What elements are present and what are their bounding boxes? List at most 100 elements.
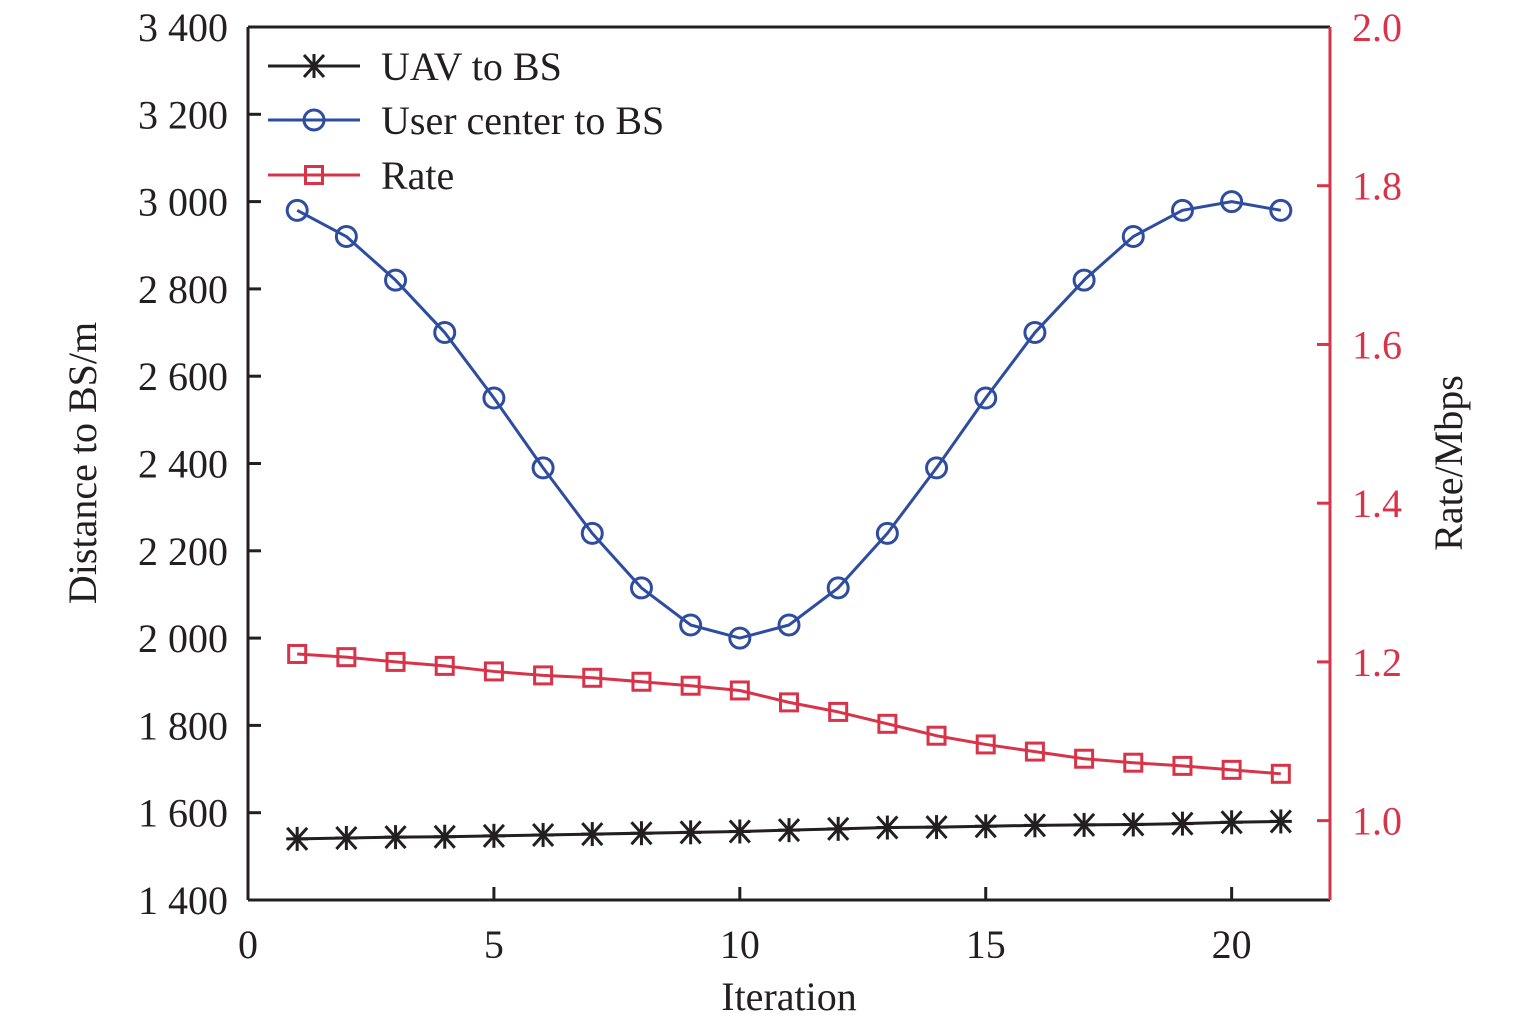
y2-tick-label: 1.0 [1352, 799, 1402, 844]
y-tick-label: 2 600 [138, 354, 228, 399]
data-point-asterisk [1122, 812, 1145, 837]
data-point-asterisk [777, 818, 801, 843]
y2-tick-label: 2.0 [1352, 5, 1402, 50]
series-uav-to-bs [286, 809, 1292, 851]
data-point-asterisk [679, 820, 702, 845]
series-user-center-to-bs [285, 190, 1293, 650]
data-point-square [1024, 741, 1045, 762]
data-point-asterisk [827, 816, 850, 841]
data-point-asterisk [1072, 812, 1096, 837]
y2-tick-label: 1.6 [1352, 322, 1402, 367]
data-point-circle [384, 268, 408, 292]
data-point-circle [777, 613, 801, 637]
y2-tick-label: 1.8 [1352, 164, 1402, 209]
y2-tick-label: 1.2 [1352, 640, 1402, 685]
legend-item: Rate [268, 153, 454, 198]
data-point-asterisk [482, 823, 506, 848]
data-point-square [926, 725, 947, 746]
data-point-square [336, 647, 357, 668]
data-point-circle [334, 225, 358, 249]
data-point-square [1270, 763, 1291, 784]
y-tick-label: 2 800 [138, 267, 228, 312]
y-tick-label: 1 400 [138, 878, 228, 923]
data-point-square [1074, 748, 1095, 769]
y2-tick-label: 1.4 [1352, 481, 1402, 526]
y-tick-label: 3 000 [138, 180, 228, 225]
data-point-square [533, 665, 554, 686]
data-point-circle [1220, 190, 1244, 214]
data-point-asterisk [1220, 810, 1243, 835]
data-point-circle [482, 386, 506, 410]
data-point-asterisk [1171, 811, 1194, 836]
data-point-circle [1121, 225, 1145, 249]
x-tick-label: 0 [238, 922, 258, 967]
legend-marker-circle [302, 108, 326, 132]
data-point-square [779, 692, 799, 713]
data-point-circle [1269, 198, 1293, 222]
legend-marker-asterisk [302, 53, 326, 79]
data-point-square [483, 661, 504, 682]
data-point-square [287, 643, 308, 664]
data-point-square [680, 675, 701, 696]
legend-marker-square [304, 165, 324, 185]
data-point-asterisk [630, 821, 653, 846]
x-tick-label: 5 [484, 922, 504, 967]
data-point-square [729, 680, 750, 701]
y-tick-label: 2 200 [138, 529, 228, 574]
data-point-square [1123, 752, 1144, 773]
data-point-circle [580, 521, 604, 545]
data-point-circle [974, 386, 998, 410]
legend-label: User center to BS [381, 98, 664, 143]
legend-label: Rate [381, 153, 454, 198]
data-point-asterisk [1023, 813, 1047, 838]
data-point-asterisk [728, 819, 751, 844]
series-rate [287, 643, 1291, 784]
series-line [297, 652, 1281, 776]
data-point-square [828, 701, 849, 722]
data-point-asterisk [384, 825, 407, 850]
data-point-circle [629, 576, 653, 600]
data-point-square [975, 734, 996, 755]
data-point-circle [875, 521, 899, 545]
series-line [296, 200, 1282, 640]
data-point-asterisk [876, 815, 899, 840]
data-point-square [434, 655, 455, 676]
legend-item: UAV to BS [268, 44, 562, 89]
y-axis-title: Distance to BS/m [60, 322, 105, 604]
data-point-square [582, 667, 603, 688]
data-point-asterisk [433, 824, 456, 849]
legend: UAV to BS User center to BS Rate [268, 44, 664, 198]
data-point-square [1221, 759, 1242, 780]
data-point-circle [679, 613, 703, 637]
data-point-asterisk [925, 815, 948, 840]
data-point-circle [433, 321, 457, 345]
legend-label: UAV to BS [381, 44, 562, 89]
y-tick-label: 2 000 [138, 616, 228, 661]
y-tick-label: 1 800 [138, 703, 228, 748]
x-tick-label: 20 [1212, 922, 1252, 967]
data-point-asterisk [286, 826, 309, 851]
y-tick-label: 3 400 [138, 5, 228, 50]
data-point-square [877, 713, 898, 734]
y-tick-label: 1 600 [138, 791, 228, 836]
data-point-asterisk [581, 822, 604, 847]
data-point-asterisk [335, 826, 358, 851]
data-point-asterisk [974, 814, 997, 839]
y-tick-label: 2 400 [138, 442, 228, 487]
series-layer [285, 190, 1293, 851]
data-point-asterisk [1269, 809, 1292, 834]
y2-axis-title: Rate/Mbps [1426, 375, 1471, 551]
y-tick-label: 3 200 [138, 92, 228, 137]
data-point-square [631, 671, 652, 692]
data-point-circle [1023, 321, 1047, 345]
data-point-circle [285, 198, 309, 222]
data-point-square [1172, 755, 1193, 776]
data-point-circle [728, 626, 752, 650]
data-point-circle [1170, 198, 1194, 222]
data-point-asterisk [531, 822, 555, 847]
data-point-circle [925, 456, 949, 480]
data-point-circle [531, 456, 555, 480]
data-point-circle [1072, 268, 1096, 292]
ticks-layer: 0 5 10 15 20 1 400 1 600 1 800 2 000 2 200 2 400 2 … [138, 5, 1402, 967]
